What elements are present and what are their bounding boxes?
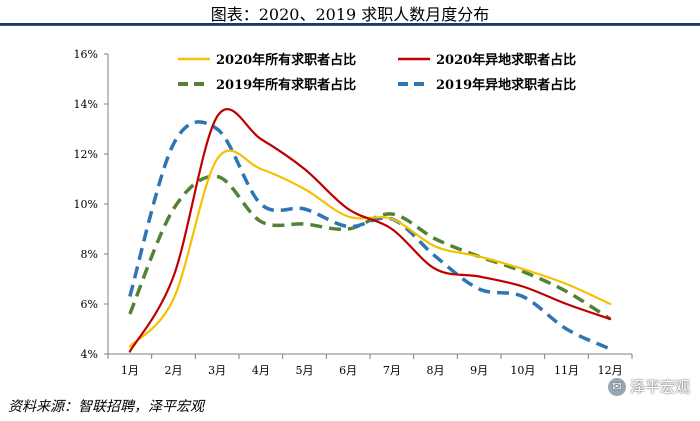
y-tick-label: 8% bbox=[81, 248, 98, 261]
y-tick-label: 14% bbox=[74, 98, 98, 111]
wechat-icon: ✉ bbox=[607, 377, 626, 396]
y-tick-label: 16% bbox=[74, 48, 98, 61]
watermark: ✉ 泽平宏观 bbox=[607, 376, 690, 397]
x-tick-label: 5月 bbox=[296, 364, 314, 377]
x-tick-label: 7月 bbox=[383, 364, 401, 377]
series-line-2 bbox=[128, 108, 612, 353]
series-line-1 bbox=[128, 149, 612, 348]
y-tick-label: 4% bbox=[81, 348, 98, 361]
watermark-text: 泽平宏观 bbox=[629, 378, 690, 396]
x-tick-label: 12月 bbox=[598, 364, 623, 377]
legend-label: 2020年所有求职者占比 bbox=[216, 52, 356, 68]
x-tick-label: 4月 bbox=[252, 364, 270, 377]
line-chart: 4% 6% 8% 10% 12% 14% 16% 1月 2月 3月 4月 5月 6月 7月 8月 9月 10月 1… bbox=[74, 48, 633, 377]
x-tick-label: 6月 bbox=[339, 364, 357, 377]
chart-series bbox=[128, 108, 612, 353]
chart-title-bar: 图表：2020、2019 求职人数月度分布 bbox=[0, 0, 700, 26]
x-tick-label: 2月 bbox=[165, 364, 183, 377]
legend-label: 2019年所有求职者占比 bbox=[216, 77, 356, 93]
legend-label: 2019年异地求职者占比 bbox=[436, 77, 576, 93]
x-tick-label: 3月 bbox=[208, 364, 226, 377]
x-tick-label: 9月 bbox=[470, 364, 488, 377]
x-tick-label: 10月 bbox=[510, 364, 535, 377]
x-tick-label: 1月 bbox=[121, 364, 139, 377]
chart-legend: 2020年所有求职者占比 2020年异地求职者占比 2019年所有求职者占比 2019… bbox=[178, 52, 576, 93]
y-tick-label: 6% bbox=[81, 298, 98, 311]
series-line-4 bbox=[128, 120, 611, 351]
y-tick-label: 10% bbox=[74, 198, 98, 211]
title-underline bbox=[0, 23, 700, 25]
chart-axes: 4% 6% 8% 10% 12% 14% 16% 1月 2月 3月 4月 5月 6月 7月 8月 9月 10月 1… bbox=[74, 48, 633, 377]
x-tick-label: 8月 bbox=[427, 364, 445, 377]
legend-label: 2020年异地求职者占比 bbox=[436, 52, 576, 68]
source-note: 资料来源：智联招聘，泽平宏观 bbox=[8, 399, 204, 415]
chart-title: 图表：2020、2019 求职人数月度分布 bbox=[210, 4, 490, 24]
y-tick-label: 12% bbox=[74, 148, 98, 161]
x-tick-label: 11月 bbox=[554, 364, 579, 377]
